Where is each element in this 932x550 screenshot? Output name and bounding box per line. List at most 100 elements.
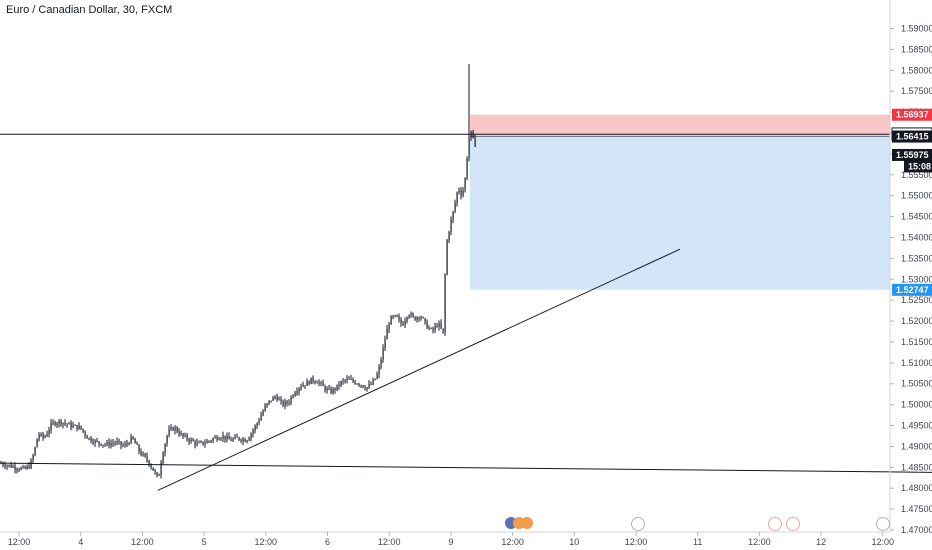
candle (452, 210, 454, 224)
candle-body (292, 395, 294, 397)
candle (316, 380, 318, 384)
candle (450, 216, 452, 236)
candle-body (216, 436, 218, 440)
price-tick-label: 1.51000 (901, 358, 932, 368)
candle-body (392, 316, 394, 318)
price-tag-box (904, 160, 932, 173)
candle (236, 433, 238, 438)
candle (94, 439, 96, 448)
candle (326, 386, 328, 394)
candle (458, 187, 460, 195)
candle (160, 459, 162, 479)
candle-body (192, 439, 194, 442)
candle (60, 418, 62, 427)
event-icon-generic-2[interactable] (876, 517, 890, 531)
candle (332, 387, 334, 395)
candle (348, 376, 350, 380)
price-tag-box (892, 283, 932, 296)
candle (466, 156, 468, 181)
time-tick-label: 4 (78, 537, 83, 547)
candle-body (162, 453, 164, 463)
candle (256, 422, 258, 429)
candle (52, 419, 54, 426)
candle (400, 317, 402, 327)
candle-body (358, 383, 360, 386)
candle-body (388, 324, 390, 329)
candle (248, 436, 250, 441)
event-icon-generic[interactable] (631, 517, 645, 531)
candle-body (264, 406, 266, 411)
candle-body (384, 339, 386, 349)
candle-body (24, 466, 26, 469)
candle-body (74, 424, 76, 426)
candle (322, 379, 324, 387)
candle-body (428, 327, 430, 329)
candle (250, 432, 252, 442)
candle-body (104, 444, 106, 446)
candle-body (142, 453, 144, 456)
candle-body (320, 382, 322, 384)
candle-body (390, 316, 392, 325)
candle (72, 421, 74, 429)
time-tick-label: 12:00 (501, 537, 524, 547)
price-tag-text: 1.55975 (896, 150, 929, 160)
candle-body (308, 381, 310, 385)
candle (334, 387, 336, 394)
time-tick-label: 10 (569, 537, 579, 547)
candle-body (42, 433, 44, 438)
price-tick-label: 1.58500 (901, 44, 932, 54)
candle (22, 464, 24, 469)
candle-body (92, 441, 94, 444)
candle (30, 458, 32, 470)
candle (282, 399, 284, 408)
candle-body (394, 315, 396, 317)
candle-body (106, 442, 108, 445)
candle (112, 439, 114, 447)
candle-body (28, 465, 30, 469)
candle-body (94, 440, 96, 444)
candle-body (198, 442, 200, 444)
take-profit-zone (470, 136, 890, 290)
candle-body (270, 400, 272, 402)
candle-body (324, 386, 326, 391)
candle (470, 130, 472, 141)
candle (262, 409, 264, 417)
candle-body (16, 469, 18, 471)
candle (164, 443, 166, 457)
candle-body (78, 425, 80, 430)
event-icon-ca-2[interactable] (786, 517, 800, 531)
candle (330, 386, 332, 395)
candle-body (110, 443, 112, 446)
candle-body (178, 431, 180, 435)
candle (196, 438, 198, 447)
candle-body (284, 401, 286, 406)
price-tag-box (892, 130, 932, 143)
candle-body (278, 399, 280, 401)
candle (370, 381, 372, 386)
candle (98, 441, 100, 448)
candle (446, 239, 448, 276)
event-icon-eu-3[interactable] (521, 517, 533, 529)
candle-body (290, 396, 292, 403)
candle (344, 379, 346, 384)
candle (434, 322, 436, 333)
candle (80, 425, 82, 431)
candle (74, 424, 76, 426)
candle (422, 316, 424, 319)
candle-body (364, 387, 366, 390)
candle-body (460, 190, 462, 196)
chart-title: Euro / Canadian Dollar, 30, FXCM (6, 4, 173, 16)
event-icon-ca-1[interactable] (768, 517, 782, 531)
candle-body (226, 436, 228, 440)
candle-body (400, 319, 402, 324)
candle (90, 435, 92, 444)
candle (420, 315, 422, 321)
candle-body (424, 318, 426, 322)
candle-body (362, 385, 364, 388)
candle (392, 315, 394, 320)
candle-body (130, 436, 132, 444)
candle-body (212, 438, 214, 441)
price-tick-label: 1.48500 (901, 462, 932, 472)
candle-body (470, 130, 472, 138)
